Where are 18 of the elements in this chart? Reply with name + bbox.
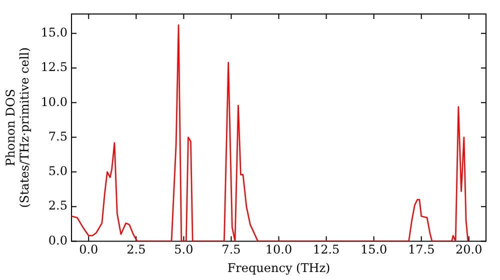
y-tick-label: 5.0: [48, 164, 68, 178]
y-axis-title: Phonon DOS (States/THz·primitive cell): [3, 47, 32, 208]
x-tick-label: 17.5: [408, 242, 435, 257]
y-tick-label: 10.0: [40, 94, 68, 109]
x-tick-label: 10.0: [265, 242, 292, 257]
x-tick-label: 0.0: [79, 242, 98, 257]
x-tick-label: 15.0: [360, 242, 388, 257]
x-tick-label: 7.5: [222, 242, 241, 257]
y-tick-label: 0.0: [48, 233, 68, 248]
y-tick-label: 12.5: [40, 60, 68, 74]
y-tick-label: 2.5: [48, 198, 68, 213]
x-axis-title: Frequency (THz): [227, 260, 330, 275]
x-tick-label: 2.5: [126, 242, 146, 257]
y-tick-label: 7.5: [48, 129, 68, 144]
x-tick-label: 20.0: [456, 242, 482, 257]
x-tick-label: 12.5: [312, 242, 340, 257]
y-tick-label: 15.0: [40, 26, 68, 40]
x-tick-label: 5.0: [174, 242, 194, 257]
